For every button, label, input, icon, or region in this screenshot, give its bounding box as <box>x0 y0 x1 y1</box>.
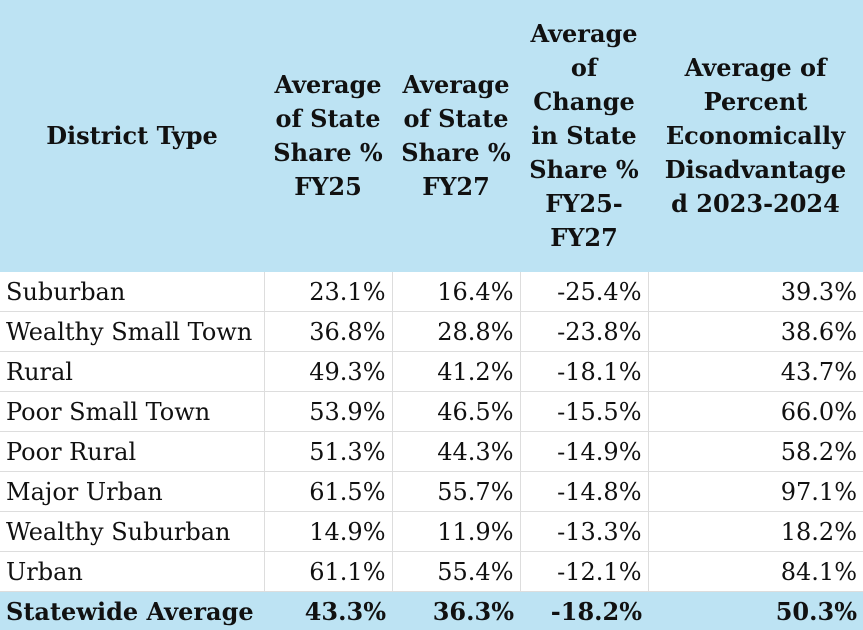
cell-district-type: Suburban <box>0 272 264 312</box>
cell-change-state-share: -25.4% <box>520 272 648 312</box>
cell-change-state-share: -14.8% <box>520 472 648 512</box>
cell-district-type: Urban <box>0 552 264 592</box>
cell-change-state-share: -18.1% <box>520 352 648 392</box>
cell-district-type: Poor Small Town <box>0 392 264 432</box>
cell-econ-disadvantaged: 43.7% <box>648 352 863 392</box>
cell-change-state-share: -18.2% <box>520 592 648 630</box>
cell-state-share-fy27: 41.2% <box>392 352 520 392</box>
cell-state-share-fy25: 23.1% <box>264 272 392 312</box>
cell-state-share-fy27: 55.4% <box>392 552 520 592</box>
cell-change-state-share: -23.8% <box>520 312 648 352</box>
cell-econ-disadvantaged: 18.2% <box>648 512 863 552</box>
cell-change-state-share: -14.9% <box>520 432 648 472</box>
cell-econ-disadvantaged: 66.0% <box>648 392 863 432</box>
cell-state-share-fy25: 53.9% <box>264 392 392 432</box>
cell-state-share-fy25: 61.5% <box>264 472 392 512</box>
cell-state-share-fy25: 49.3% <box>264 352 392 392</box>
cell-state-share-fy27: 36.3% <box>392 592 520 630</box>
cell-state-share-fy27: 28.8% <box>392 312 520 352</box>
cell-change-state-share: -15.5% <box>520 392 648 432</box>
header-district-type: District Type <box>0 0 264 272</box>
cell-state-share-fy25: 14.9% <box>264 512 392 552</box>
cell-econ-disadvantaged: 38.6% <box>648 312 863 352</box>
cell-state-share-fy25: 36.8% <box>264 312 392 352</box>
cell-state-share-fy27: 46.5% <box>392 392 520 432</box>
cell-district-type: Major Urban <box>0 472 264 512</box>
cell-district-type: Statewide Average <box>0 592 264 630</box>
cell-state-share-fy27: 55.7% <box>392 472 520 512</box>
cell-change-state-share: -12.1% <box>520 552 648 592</box>
cell-district-type: Poor Rural <box>0 432 264 472</box>
cell-state-share-fy25: 51.3% <box>264 432 392 472</box>
cell-state-share-fy27: 44.3% <box>392 432 520 472</box>
cell-econ-disadvantaged: 58.2% <box>648 432 863 472</box>
cell-district-type: Wealthy Suburban <box>0 512 264 552</box>
cell-district-type: Rural <box>0 352 264 392</box>
cell-econ-disadvantaged: 84.1% <box>648 552 863 592</box>
cell-econ-disadvantaged: 97.1% <box>648 472 863 512</box>
cell-state-share-fy25: 43.3% <box>264 592 392 630</box>
cell-state-share-fy27: 11.9% <box>392 512 520 552</box>
cell-change-state-share: -13.3% <box>520 512 648 552</box>
cell-district-type: Wealthy Small Town <box>0 312 264 352</box>
cell-state-share-fy25: 61.1% <box>264 552 392 592</box>
cell-econ-disadvantaged: 50.3% <box>648 592 863 630</box>
cell-state-share-fy27: 16.4% <box>392 272 520 312</box>
cell-econ-disadvantaged: 39.3% <box>648 272 863 312</box>
